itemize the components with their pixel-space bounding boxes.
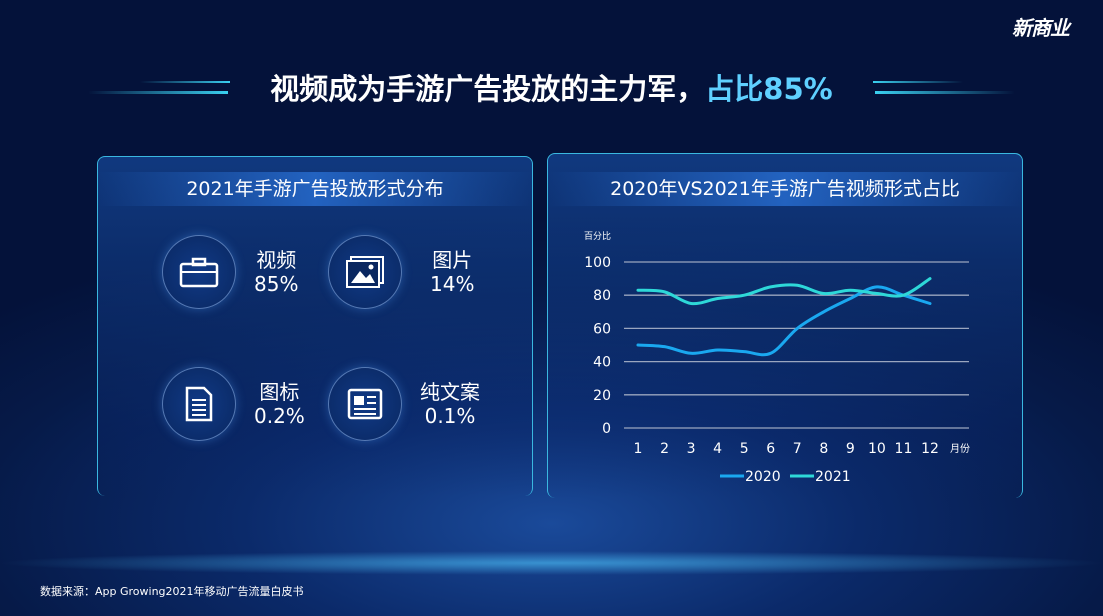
y-tick-label: 20 (593, 388, 611, 404)
brand-logo: 新商业 (1012, 16, 1070, 40)
series-line-2020 (636, 285, 932, 357)
document-icon (162, 367, 236, 441)
briefcase-icon (162, 235, 236, 309)
x-tick-label: 11 (895, 441, 913, 457)
newspaper-icon (328, 367, 402, 441)
x-tick-label: 10 (868, 441, 886, 457)
x-tick-label: 7 (793, 441, 802, 457)
format-value: 0.1% (424, 404, 476, 428)
x-tick-label: 6 (766, 441, 775, 457)
format-label: 图片 (432, 248, 473, 272)
format-item-video: 视频 85% (162, 235, 298, 309)
legend-label: 2020 (745, 469, 781, 485)
y-tick-label: 100 (584, 255, 611, 271)
format-item-text: 纯文案 0.1% (328, 367, 480, 441)
image-icon (328, 235, 402, 309)
x-tick-label: 3 (687, 441, 696, 457)
format-label: 图标 (259, 380, 300, 404)
legend-label: 2021 (815, 469, 851, 485)
x-tick-label: 5 (740, 441, 749, 457)
y-tick-label: 40 (593, 355, 611, 371)
title-decoration-right (873, 81, 963, 83)
format-item-image: 图片 14% (328, 235, 474, 309)
x-tick-label: 9 (846, 441, 855, 457)
title-decoration-left (140, 81, 230, 83)
format-label: 视频 (256, 248, 297, 272)
format-label: 纯文案 (420, 380, 480, 404)
x-tick-label: 2 (660, 441, 669, 457)
format-value: 14% (430, 272, 475, 296)
y-tick-label: 80 (593, 288, 611, 304)
y-axis-label: 百分比 (584, 230, 611, 242)
format-value: 0.2% (254, 404, 305, 428)
x-tick-label: 12 (921, 441, 939, 457)
title-decoration-right (875, 91, 1015, 94)
x-tick-label: 4 (713, 441, 722, 457)
panel-title: 2021年手游广告投放形式分布 (98, 172, 532, 206)
y-tick-label: 0 (602, 421, 611, 437)
source-footnote: 数据来源：App Growing2021年移动广告流量白皮书 (40, 585, 304, 598)
format-item-icon: 图标 0.2% (162, 367, 305, 441)
video-share-chart-panel: 2020年VS2021年手游广告视频形式占比 (547, 153, 1023, 498)
page-title: 视频成为手游广告投放的主力军，占比85% (270, 72, 833, 106)
x-tick-label: 1 (634, 441, 643, 457)
x-axis-label: 月份 (950, 443, 970, 455)
format-distribution-panel: 2021年手游广告投放形式分布 视频 85% 图片 14% 图标 0.2% 纯文案 0.… (97, 156, 533, 496)
y-tick-label: 60 (593, 321, 611, 337)
series-line-2021 (636, 277, 932, 306)
format-value: 85% (254, 272, 299, 296)
x-tick-label: 8 (819, 441, 828, 457)
panel-title: 2020年VS2021年手游广告视频形式占比 (548, 172, 1022, 206)
bottom-glow (0, 548, 1103, 578)
title-decoration-left (88, 91, 228, 94)
